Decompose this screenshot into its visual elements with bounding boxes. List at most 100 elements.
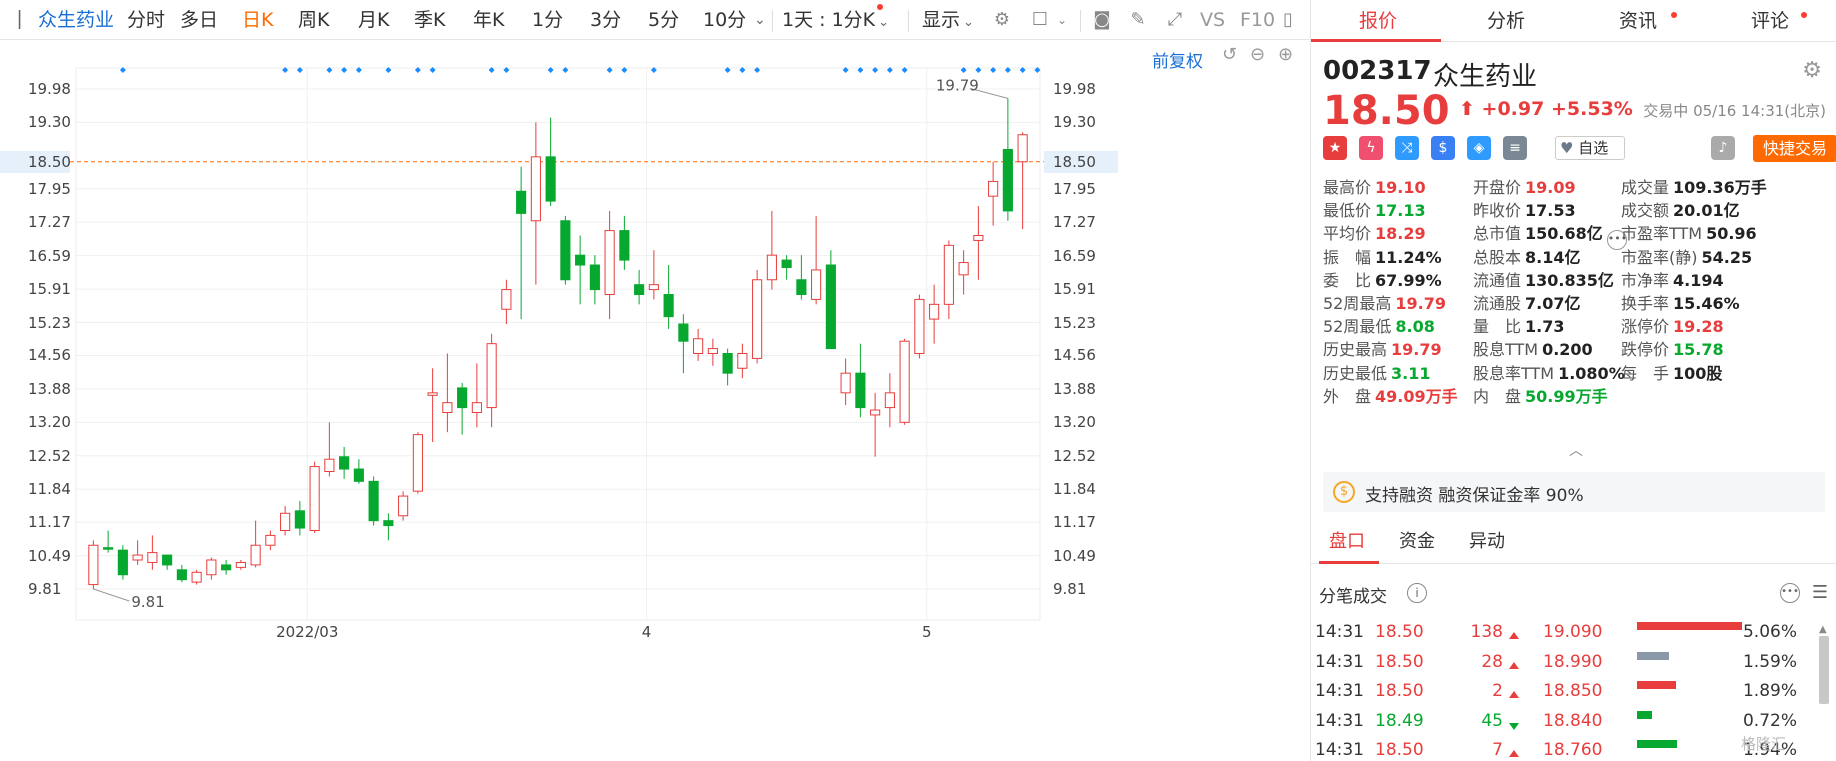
sidebar-toggle-icon[interactable]: ▯ bbox=[1283, 9, 1293, 30]
camera-icon[interactable]: ◙ bbox=[1093, 9, 1111, 30]
info-icon[interactable]: i bbox=[1407, 583, 1427, 603]
margin-banner[interactable]: $ 支持融资 融资保证金率 90% bbox=[1323, 472, 1825, 512]
quote-stat-value: 4.194 bbox=[1673, 270, 1724, 290]
quote-stat-value: 8.08 bbox=[1395, 317, 1435, 337]
tag-icon[interactable]: ◈ bbox=[1467, 136, 1491, 160]
period-tab-zhouk[interactable]: 周K bbox=[298, 9, 330, 31]
layout-square-icon[interactable]: ☐ bbox=[1031, 9, 1049, 30]
margin-banner-text: 支持融资 融资保证金率 90% bbox=[1365, 486, 1584, 506]
quote-stat-label: 换手率 bbox=[1621, 294, 1670, 313]
period-tab-niank[interactable]: 年K bbox=[473, 9, 505, 31]
subtab-zijin[interactable]: 资金 bbox=[1399, 531, 1435, 552]
quick-trade-button[interactable]: 快捷交易 bbox=[1753, 135, 1836, 162]
quote-stat-value: 1.73 bbox=[1525, 317, 1565, 337]
quote-stat-label: 昨收价 bbox=[1473, 201, 1522, 221]
signal-markers bbox=[119, 67, 1041, 73]
quote-stat-value: 20.01亿 bbox=[1673, 201, 1740, 221]
settings-gear-icon[interactable]: ⚙ bbox=[993, 9, 1011, 30]
y-tick-label-right: 12.52 bbox=[1053, 446, 1096, 465]
candle-body bbox=[855, 372, 866, 409]
subtab-pankou[interactable]: 盘口 bbox=[1329, 531, 1365, 552]
candle-body bbox=[825, 264, 836, 350]
shuffle-icon[interactable]: ⤨ bbox=[1395, 136, 1419, 160]
zoom-in-icon[interactable]: ⊕ bbox=[1278, 44, 1294, 65]
y-tick-label-right: 13.20 bbox=[1053, 413, 1096, 432]
quote-stat-value: 15.78 bbox=[1673, 340, 1724, 360]
quote-stat-value: 50.99万手 bbox=[1525, 386, 1608, 406]
vs-compare-button[interactable]: VS bbox=[1200, 9, 1226, 31]
quote-stat-label: 跌停价 bbox=[1621, 340, 1670, 360]
period-tab-5min[interactable]: 5分 bbox=[648, 9, 680, 31]
tab-comments[interactable]: 评论 bbox=[1751, 10, 1790, 32]
alert-bell-icon[interactable]: ♪ bbox=[1711, 136, 1735, 160]
period-tab-duori[interactable]: 多日 bbox=[180, 9, 219, 31]
reset-icon[interactable]: ↺ bbox=[1222, 44, 1238, 65]
note-icon[interactable]: ≡ bbox=[1503, 136, 1527, 160]
lightning-icon[interactable]: ϟ bbox=[1359, 136, 1383, 160]
period-tab-10min[interactable]: 10分 bbox=[703, 9, 747, 31]
signal-marker bbox=[975, 67, 982, 73]
trade-level-price: 18.760 bbox=[1543, 740, 1603, 760]
period-tab-fenshi[interactable]: 分时 bbox=[127, 9, 166, 31]
kline-chart[interactable]: 19.79 9.81 19.98 19.30 18.50 17.95 17.27 16.59… bbox=[0, 40, 1310, 761]
candle-body bbox=[722, 353, 733, 374]
period-tab-jik[interactable]: 季K bbox=[414, 9, 446, 31]
signal-marker bbox=[341, 67, 348, 73]
quote-stat: 每 手 100股 bbox=[1621, 360, 1722, 384]
candle-body bbox=[471, 402, 482, 414]
period-tab-yuek[interactable]: 月K bbox=[358, 9, 390, 31]
candle bbox=[707, 338, 718, 366]
period-tab-1min[interactable]: 1分 bbox=[532, 9, 564, 31]
candle-body bbox=[501, 289, 512, 310]
panel-settings-icon[interactable]: ⚙ bbox=[1802, 58, 1822, 83]
pencil-icon[interactable]: ✎ bbox=[1130, 9, 1146, 30]
candle bbox=[589, 255, 600, 305]
candle-body bbox=[294, 510, 305, 529]
list-view-icon[interactable]: ☰ bbox=[1811, 582, 1828, 603]
adjust-mode-link[interactable]: 前复权 bbox=[1152, 52, 1203, 72]
add-watchlist-label: 自选 bbox=[1578, 139, 1609, 157]
range-select[interactable]: 1天 : 1分K ⌄ bbox=[782, 0, 889, 40]
uptick-arrow-icon bbox=[1509, 632, 1519, 639]
fullscreen-icon[interactable]: ⤢ bbox=[1167, 9, 1183, 30]
quote-stat: 涨停价 19.28 bbox=[1621, 313, 1724, 337]
trade-time: 14:31 bbox=[1315, 681, 1364, 701]
panel-toggle-icon[interactable]: ▕ bbox=[7, 10, 21, 29]
quote-stat: 52周最高 19.79 bbox=[1323, 290, 1446, 314]
more-options-icon[interactable]: ••• bbox=[1780, 583, 1800, 603]
quote-stat: 外 盘 49.09万手 bbox=[1323, 383, 1458, 407]
f10-button[interactable]: F10 bbox=[1240, 9, 1276, 31]
more-periods-chevron-icon[interactable]: ⌄ bbox=[754, 12, 766, 28]
trades-scrollbar[interactable] bbox=[1819, 636, 1829, 704]
signal-marker bbox=[606, 67, 613, 73]
candle bbox=[103, 530, 114, 553]
more-stats-icon[interactable]: ••• bbox=[1606, 230, 1627, 251]
y-tick-label-left: 16.59 bbox=[28, 246, 71, 265]
candle bbox=[117, 545, 128, 580]
period-tab-3min[interactable]: 3分 bbox=[590, 9, 622, 31]
candle-body bbox=[988, 180, 999, 197]
tab-analysis[interactable]: 分析 bbox=[1487, 10, 1526, 32]
display-select[interactable]: 显示 ⌄ bbox=[922, 0, 974, 40]
dollar-icon[interactable]: $ bbox=[1431, 136, 1455, 160]
trade-price: 18.50 bbox=[1375, 681, 1424, 701]
period-tab-rik[interactable]: 日K bbox=[242, 9, 274, 31]
candle bbox=[486, 333, 497, 428]
scroll-up-icon[interactable]: ▲ bbox=[1819, 624, 1827, 635]
stock-name-link[interactable]: 众生药业 bbox=[38, 9, 115, 31]
trade-status: 交易中 05/16 14:31(北京) bbox=[1643, 102, 1826, 120]
signal-marker bbox=[990, 67, 997, 73]
tab-news[interactable]: 资讯 bbox=[1619, 10, 1658, 32]
add-watchlist-button[interactable]: ♥ 自选 bbox=[1555, 136, 1625, 160]
zoom-out-icon[interactable]: ⊖ bbox=[1250, 44, 1266, 65]
signal-marker bbox=[562, 67, 569, 73]
signal-marker bbox=[1034, 67, 1041, 73]
active-tab-underline bbox=[1311, 39, 1441, 42]
expand-stats-chevron-icon[interactable]: ︿ bbox=[1569, 443, 1583, 459]
tab-quote[interactable]: 报价 bbox=[1359, 10, 1398, 32]
subtab-yidong[interactable]: 异动 bbox=[1469, 531, 1505, 552]
dollar-circle-icon: $ bbox=[1333, 481, 1355, 503]
candle bbox=[309, 461, 320, 533]
layout-chevron-icon[interactable]: ⌄ bbox=[1056, 13, 1068, 27]
y-tick-label-left: 11.17 bbox=[28, 513, 71, 532]
